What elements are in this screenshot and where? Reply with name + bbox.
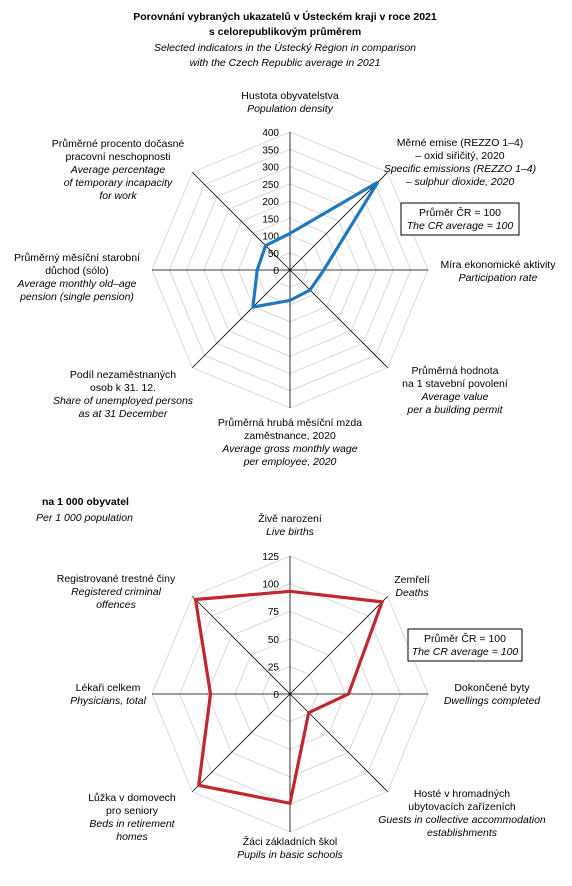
axis-label-en: Live births: [266, 526, 315, 538]
axis-label-cz: ubytovacích zařízeních: [408, 801, 516, 813]
tick-label: 125: [262, 552, 279, 563]
axis-label-en: as at 31 December: [79, 408, 168, 420]
axis-label-en: Average monthly old–age: [17, 278, 137, 290]
tick-label: 75: [268, 607, 280, 618]
chart-1-radar: 0 50 100 150 200 250 300 350 400 Hustota obyvatel…: [14, 90, 556, 468]
cr-average-note-cz: Průměr ČR = 100: [424, 632, 506, 645]
axis-label-cz: zaměstnance, 2020: [244, 430, 336, 442]
axis-label-cz: důchod (sólo): [45, 265, 109, 277]
axis-label-cz: Míra ekonomické aktivity: [441, 259, 557, 271]
axis-label-en: for work: [99, 190, 137, 202]
tick-label: 300: [262, 163, 279, 174]
axis-label-cz: Dokončené byty: [454, 682, 530, 694]
axis-label-en: per a building permit: [406, 404, 503, 416]
tick-label: 100: [262, 580, 279, 591]
cr-average-note-box: [400, 202, 520, 236]
chart2-title-en: Per 1 000 population: [36, 512, 133, 524]
axis-label-cz: Podíl nezaměstnaných: [70, 369, 176, 381]
tick-label: 200: [262, 197, 279, 208]
tick-label: 350: [262, 145, 279, 156]
axis-spoke: [289, 172, 388, 271]
data-series-line: [193, 589, 385, 806]
tick-label: 400: [262, 128, 279, 139]
tick-label: 50: [268, 635, 280, 646]
axis-label-cz: Registrované trestné činy: [57, 573, 176, 585]
axis-spoke: [192, 693, 291, 792]
axis-spoke: [192, 172, 291, 271]
axis-label-cz: Žáci základních škol: [243, 835, 338, 848]
tick-label: 250: [262, 180, 279, 191]
title-cz-line1: Porovnání vybraných ukazatelů v Ústeckém…: [133, 10, 437, 23]
axis-spoke: [192, 596, 291, 695]
tick-label: 25: [268, 662, 280, 673]
axis-label-en: Physicians, total: [70, 695, 147, 707]
tick-label: 50: [268, 249, 280, 260]
axis-label-cz: pro seniory: [106, 805, 159, 817]
axis-label-en: Pupils in basic schools: [237, 849, 343, 861]
title-en-line2: with the Czech Republic average in 2021: [190, 57, 381, 69]
cr-average-note-en: The CR average = 100: [412, 646, 519, 658]
axis-label-en: of temporary incapacity: [64, 177, 173, 189]
axis-spoke: [289, 596, 388, 695]
axis-label-cz: osob k 31. 12.: [90, 382, 156, 394]
axis-label-en: Participation rate: [459, 272, 538, 284]
axis-label-en: Share of unemployed persons: [53, 395, 194, 407]
axis-label-cz: Průměrná hrubá měsíční mzda: [218, 417, 362, 429]
axis-label-cz: Lůžka v domovech: [88, 792, 176, 804]
axis-label-cz: Průměrná hodnota: [412, 365, 499, 377]
axis-label-en: per employee, 2020: [243, 456, 337, 468]
axis-label-cz: Živě narození: [258, 512, 322, 525]
axis-label-cz: pracovní neschopnosti: [65, 151, 170, 163]
axis-label-cz: – oxid siřičitý, 2020: [415, 150, 504, 162]
axis-label-en: homes: [116, 831, 148, 843]
axis-spoke: [289, 269, 388, 368]
tick-label: 100: [262, 232, 279, 243]
axis-label-en: Average gross monthly wage: [221, 443, 357, 455]
axis-label-en: – sulphur dioxide, 2020: [405, 176, 515, 188]
axis-label-cz: Hustota obyvatelstva: [241, 90, 339, 102]
chart2-title-cz: na 1 000 obyvatel: [42, 496, 129, 508]
axis-label-en: Guests in collective accommodation: [378, 814, 546, 826]
title-cz-line2: s celorepublikovým průměrem: [209, 26, 361, 38]
axis-label-en: pension (single pension): [19, 291, 134, 303]
axis-label-en: offences: [96, 599, 136, 611]
axis-label-cz: Průměrné procento dočasné: [52, 138, 185, 150]
axis-spoke: [192, 269, 291, 368]
axis-label-cz: Hosté v hromadných: [414, 788, 510, 800]
cr-average-note-en: The CR average = 100: [407, 220, 514, 232]
axis-label-cz: Měrné emise (REZZO 1–4): [397, 137, 524, 149]
axis-label-en: Average value: [421, 391, 489, 403]
axis-label-cz: na 1 stavební povolení: [402, 378, 508, 390]
cr-average-note-cz: Průměr ČR = 100: [419, 206, 501, 219]
axis-label-en: Deaths: [395, 587, 429, 599]
axis-label-cz: Lékaři celkem: [76, 682, 141, 694]
axis-label-cz: Zemřelí: [394, 574, 430, 586]
axis-label-en: Population density: [247, 103, 334, 115]
axis-label-en: Beds in retirement: [89, 818, 175, 830]
axis-label-en: establishments: [427, 827, 498, 839]
tick-label: 150: [262, 214, 279, 225]
axis-label-cz: Průměrný měsíční starobní: [14, 252, 140, 264]
cr-average-note-box: [407, 628, 523, 662]
axis-label-en: Average percentage: [70, 164, 166, 176]
tick-label: 0: [273, 690, 279, 701]
axis-spoke: [289, 693, 388, 792]
title-en-line1: Selected indicators in the Ústecký Regio…: [154, 41, 416, 54]
axis-label-en: Dwellings completed: [444, 695, 541, 707]
axis-label-en: Registered criminal: [71, 586, 162, 598]
axis-label-en: Specific emissions (REZZO 1–4): [384, 163, 536, 175]
tick-label: 0: [273, 266, 279, 277]
